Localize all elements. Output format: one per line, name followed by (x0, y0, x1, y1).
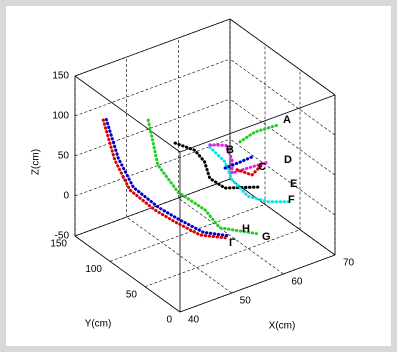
grid-line (144, 229, 301, 287)
x-axis-label: X(cm) (269, 321, 296, 332)
y-tick-label: 150 (50, 239, 67, 250)
data-line (146, 118, 260, 236)
curve-label: F (288, 194, 295, 206)
box-edge (229, 178, 336, 256)
curve-label: H (242, 223, 250, 235)
grid-line (74, 58, 231, 117)
z-axis-label: Z(cm) (31, 149, 42, 175)
x-tick-label: 70 (343, 258, 355, 269)
data-line (238, 123, 280, 144)
curve-label: E (290, 178, 297, 190)
data-line (173, 141, 260, 190)
z-tick-label: -50 (55, 231, 70, 242)
curve-label: D (284, 154, 292, 166)
grid-line (126, 216, 232, 294)
data-line (223, 155, 254, 170)
y-tick-label: 50 (126, 289, 138, 300)
y-axis-label: Y(cm) (85, 319, 112, 330)
curve-label: Γ (229, 237, 236, 249)
grid-line (74, 138, 231, 197)
x-tick-label: 40 (188, 315, 200, 326)
box-edge (179, 254, 336, 313)
data-line (208, 143, 270, 175)
data-line (104, 117, 230, 238)
curve-label: C (258, 161, 266, 173)
box-edge (179, 94, 336, 153)
x-tick-label: 50 (240, 296, 252, 307)
box-edge (74, 75, 181, 153)
box-edge (74, 18, 231, 77)
y-tick-label: 0 (166, 315, 172, 326)
axes-background (6, 6, 391, 346)
z-tick-label: 100 (52, 111, 69, 122)
curve-label: A (283, 114, 291, 126)
curve-label: B (226, 144, 234, 156)
grid-line (74, 98, 231, 157)
y-tick-label: 100 (85, 264, 102, 275)
grid-line (178, 197, 284, 275)
grid-line (109, 204, 266, 262)
x-tick-label: 60 (291, 277, 303, 288)
box-edge (229, 18, 336, 96)
data-line (235, 163, 264, 177)
z-tick-label: 150 (52, 71, 69, 82)
grid-line (229, 98, 336, 176)
grid-line (229, 58, 336, 136)
data-line (101, 118, 227, 240)
grid-line (229, 138, 336, 216)
z-tick-label: 50 (58, 151, 70, 162)
box-edge (74, 235, 181, 313)
curve-label: G (262, 231, 271, 243)
z-tick-label: 0 (63, 191, 69, 202)
data-line (208, 145, 292, 204)
